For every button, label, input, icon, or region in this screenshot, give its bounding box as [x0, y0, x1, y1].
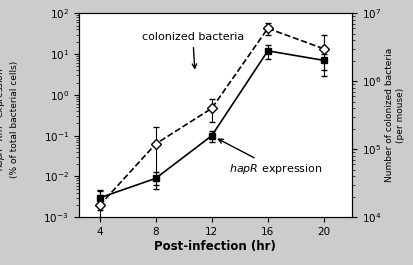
Text: $\it{hapR}$ expression: $\it{hapR}$ expression: [218, 139, 322, 176]
Text: colonized bacteria: colonized bacteria: [141, 32, 243, 68]
Text: $\it{hapR}$$\mathit{-Km^R}$ expression
(% of total bacterial cells): $\it{hapR}$$\mathit{-Km^R}$ expression (…: [0, 61, 19, 178]
X-axis label: Post-infection (hr): Post-infection (hr): [154, 240, 275, 253]
Y-axis label: Number of colonized bacteria
(per mouse): Number of colonized bacteria (per mouse): [385, 48, 404, 182]
